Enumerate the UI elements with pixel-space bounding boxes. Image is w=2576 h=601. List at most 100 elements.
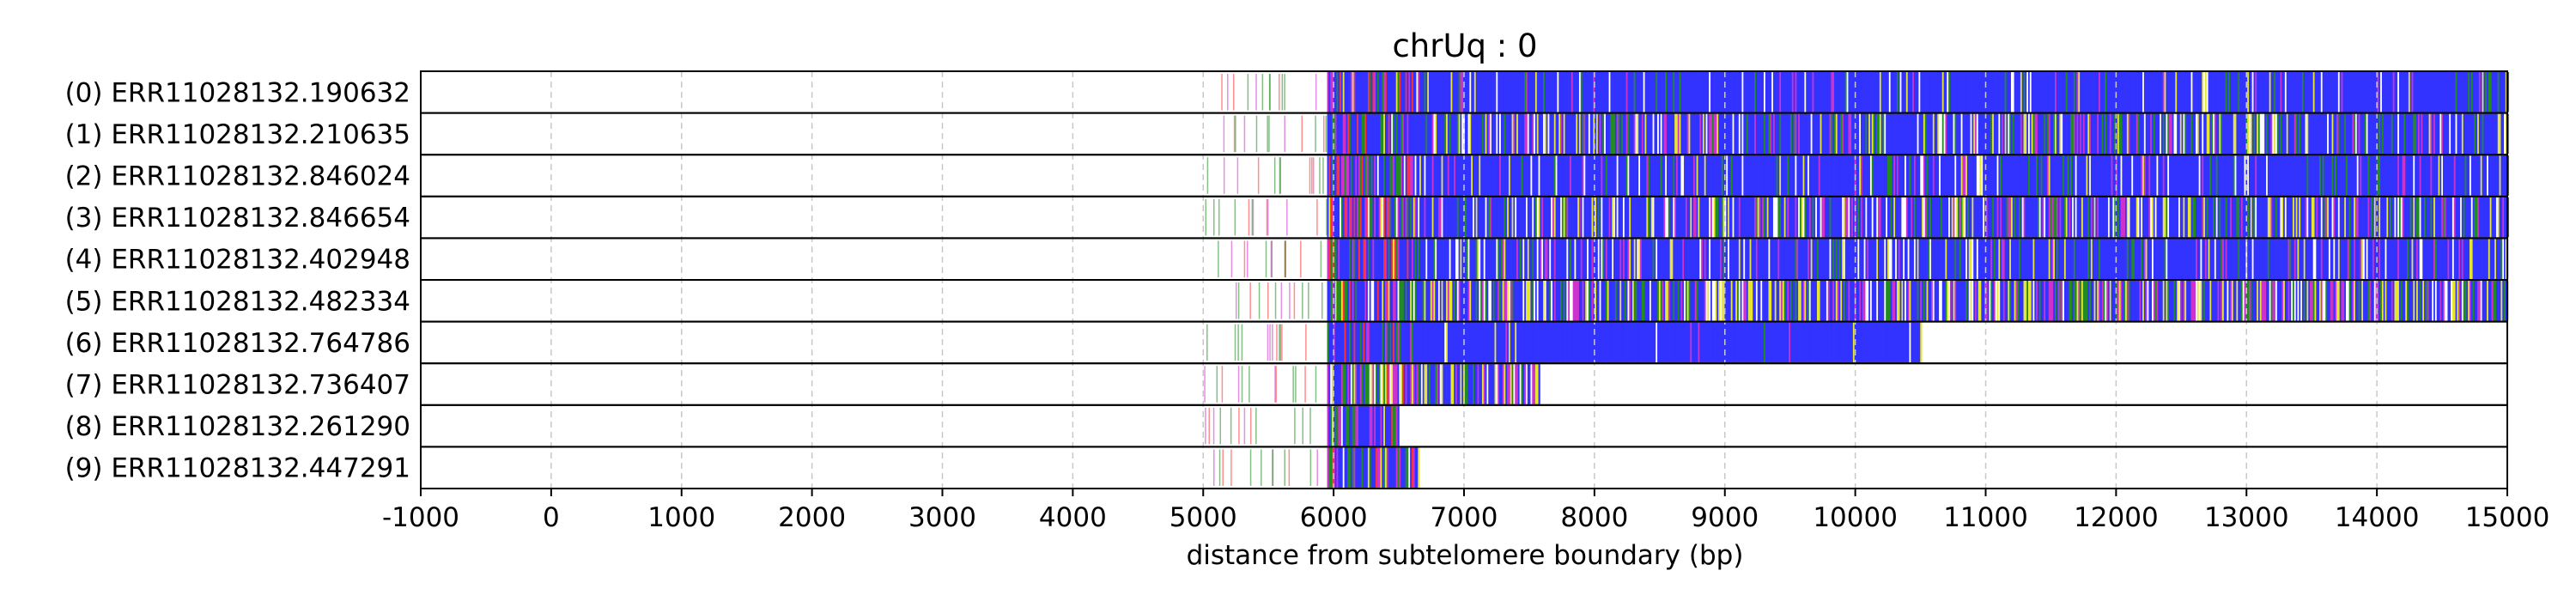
read-stripe-mark	[1882, 72, 1885, 112]
read-stripe-mark	[1425, 197, 1428, 238]
read-stripe-mark	[1643, 197, 1645, 238]
read-stripe-mark	[1829, 113, 1832, 155]
read-stripe-mark	[1895, 322, 1898, 363]
read-stripe-mark	[2427, 155, 2429, 196]
read-stripe-mark	[1452, 281, 1455, 321]
read-stripe-mark	[2173, 155, 2176, 196]
read-stripe-mark	[1566, 72, 1569, 112]
read-stripe-mark	[1812, 197, 1814, 238]
read-stripe-mark	[1393, 155, 1395, 196]
read-stripe-mark	[1983, 281, 1985, 321]
read-stripe-mark	[1631, 113, 1633, 155]
read-stripe-mark	[2211, 197, 2214, 238]
read-stripe-mark	[2081, 72, 2084, 112]
read-stripe-mark	[1532, 72, 1534, 112]
read-stripe-mark	[1686, 197, 1689, 238]
read-stripe-mark	[1428, 281, 1431, 321]
read-stripe-mark	[1852, 281, 1856, 321]
read-stripe-mark	[2045, 72, 2048, 112]
read-stripe-mark	[2312, 281, 2315, 321]
read-stripe-mark	[1978, 239, 1980, 279]
read-stripe-mark	[1776, 239, 1778, 279]
read-stripe-mark	[1837, 155, 1839, 196]
read-stripe-mark	[2164, 281, 2166, 321]
read-stripe-mark	[2164, 113, 2166, 155]
read-stripe-mark	[1492, 113, 1495, 155]
read-stripe-mark	[1547, 113, 1550, 155]
read-stripe-mark	[2281, 155, 2284, 196]
read-stripe-mark	[1614, 239, 1618, 279]
read-stripe-mark	[1232, 74, 1235, 111]
read-stripe-mark	[1741, 72, 1744, 112]
read-stripe-mark	[2181, 155, 2184, 196]
read-stripe-mark	[2116, 281, 2118, 321]
read-stripe-mark	[2316, 72, 2318, 112]
read-stripe-mark	[2109, 281, 2112, 321]
read-stripe-mark	[2372, 113, 2375, 155]
read-stripe-mark	[1342, 113, 1345, 155]
read-stripe-mark	[1960, 281, 1963, 321]
read-stripe-mark	[1572, 281, 1575, 321]
read-stripe-mark	[2381, 281, 2385, 321]
read-stripe-mark	[2160, 113, 2162, 155]
read-stripe-mark	[1508, 239, 1511, 279]
read-stripe-mark	[2080, 113, 2082, 155]
read-stripe-mark	[2348, 113, 2351, 155]
read-stripe-mark	[1637, 72, 1639, 112]
read-stripe-mark	[1890, 113, 1893, 155]
read-stripe-mark	[1485, 197, 1487, 238]
read-stripe-mark	[1874, 155, 1877, 196]
read-stripe-mark	[2269, 72, 2271, 112]
read-stripe-mark	[2394, 72, 2397, 112]
read-stripe-mark	[2156, 155, 2159, 196]
read-stripe-mark	[2167, 113, 2170, 155]
read-stripe-mark	[1525, 72, 1528, 112]
read-stripe-mark	[1741, 322, 1744, 363]
read-stripe-mark	[2042, 72, 2044, 112]
read-stripe-mark	[1249, 282, 1251, 319]
read-stripe-mark	[1667, 113, 1669, 155]
read-stripe-mark	[1361, 155, 1364, 196]
read-stripe-mark	[1549, 239, 1552, 279]
read-stripe-mark	[1730, 197, 1733, 238]
read-stripe-mark	[1648, 155, 1650, 196]
read-stripe-mark	[1437, 322, 1441, 363]
read-stripe-mark	[2020, 113, 2023, 155]
read-stripe-mark	[1911, 281, 1913, 321]
read-stripe-mark	[1871, 72, 1874, 112]
read-stripe-mark	[1532, 113, 1534, 155]
read-stripe-mark	[2097, 113, 2099, 155]
read-stripe-mark	[2425, 72, 2428, 112]
read-stripe-mark	[2425, 197, 2428, 238]
read-stripe-mark	[1561, 113, 1564, 155]
read-stripe-mark	[1869, 239, 1873, 279]
read-stripe-mark	[2107, 155, 2111, 196]
read-stripe-mark	[1766, 239, 1769, 279]
read-stripe-mark	[2358, 113, 2360, 155]
read-stripe-mark	[1458, 72, 1461, 112]
read-stripe-mark	[1985, 239, 1989, 279]
read-stripe-mark	[2240, 155, 2244, 196]
read-stripe-mark	[1945, 113, 1947, 155]
read-stripe-mark	[2222, 113, 2225, 155]
read-stripe-mark	[2020, 197, 2023, 238]
read-stripe-mark	[1267, 282, 1269, 319]
read-stripe-mark	[1557, 197, 1559, 238]
read-stripe-mark	[2145, 155, 2148, 196]
read-stripe-mark	[1971, 197, 1974, 238]
read-stripe-mark	[1862, 281, 1865, 321]
read-stripe-mark	[2502, 281, 2505, 321]
read-stripe-mark	[1544, 322, 1547, 363]
read-stripe-mark	[1710, 322, 1713, 363]
read-stripe-mark	[1715, 155, 1717, 196]
read-stripe-mark	[1896, 281, 1899, 321]
read-stripe-mark	[2170, 155, 2173, 196]
read-stripe-mark	[1692, 72, 1694, 112]
read-stripe-mark	[2489, 281, 2492, 321]
read-stripe-mark	[2087, 113, 2090, 155]
read-stripe-mark	[2430, 281, 2433, 321]
read-stripe-mark	[1876, 72, 1879, 112]
read-stripe-mark	[2065, 281, 2068, 321]
read-stripe-mark	[2411, 239, 2414, 279]
read-stripe-mark	[1268, 115, 1270, 153]
